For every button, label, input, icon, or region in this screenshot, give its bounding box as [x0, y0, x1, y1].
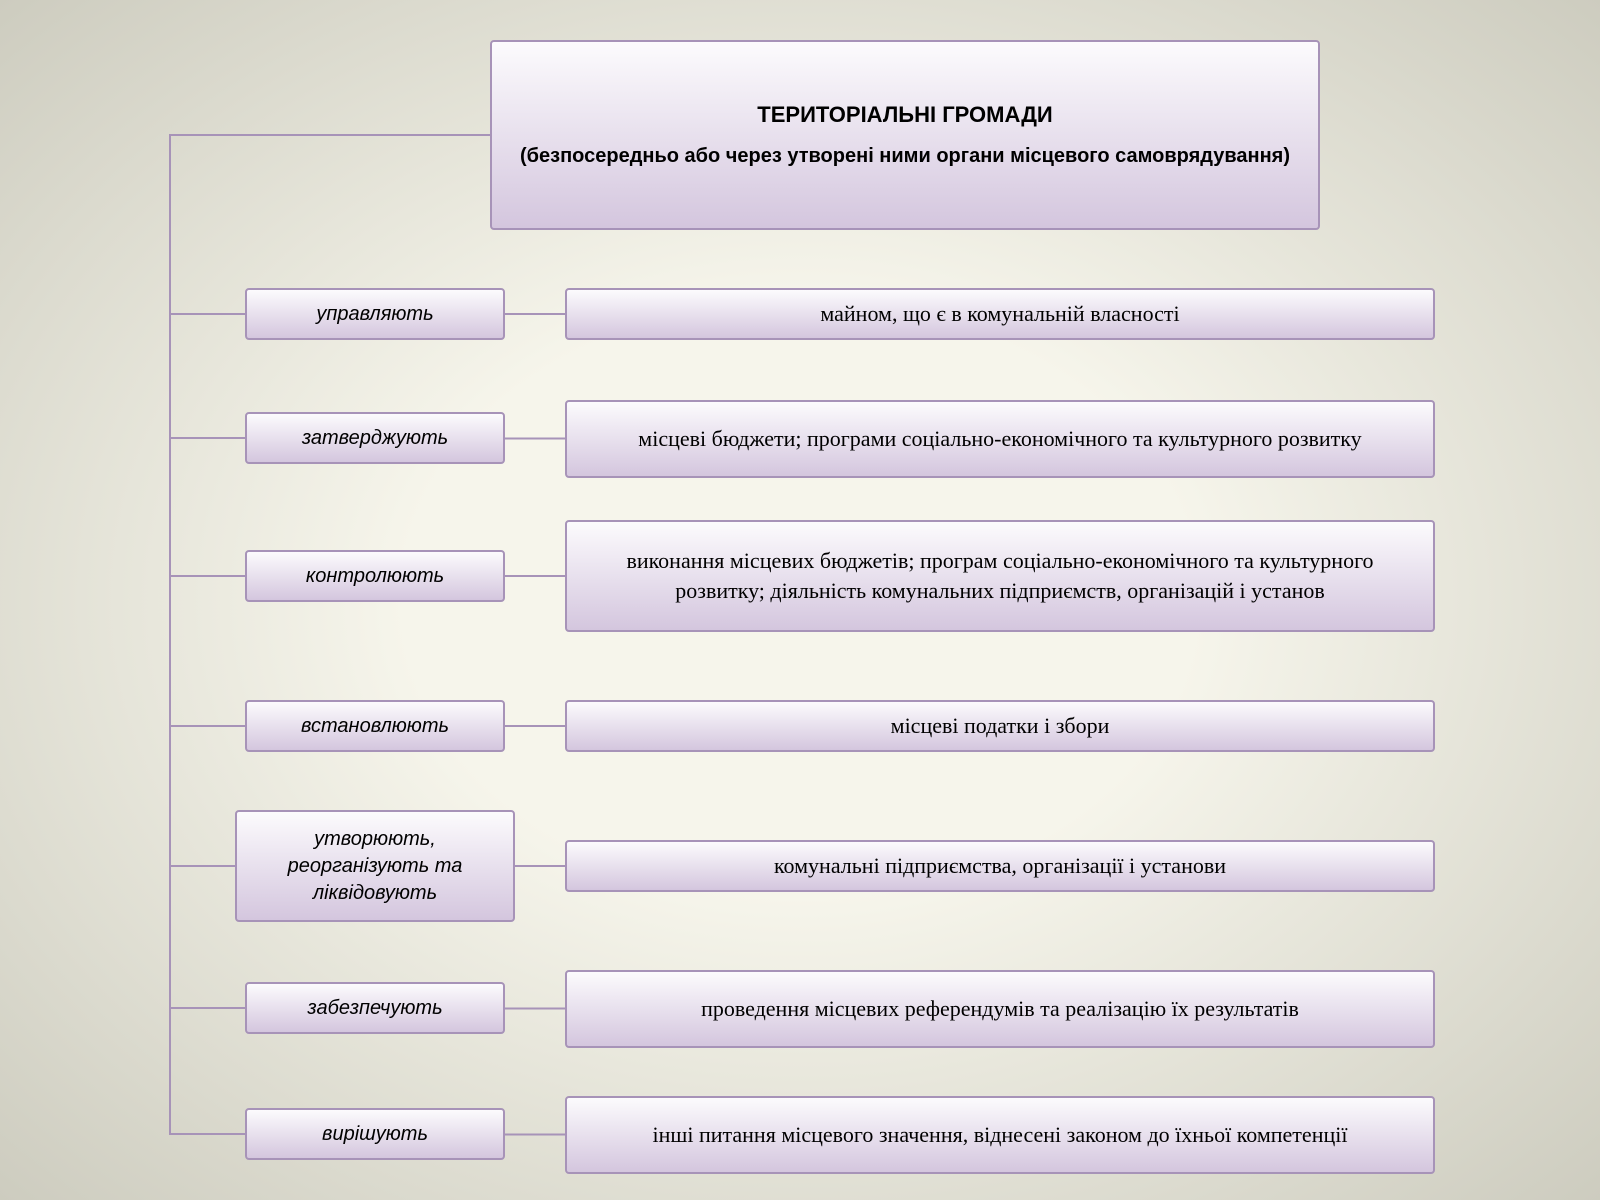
content-label-3: місцеві податки і збори — [891, 711, 1110, 741]
verb-box-0: управляють — [245, 288, 505, 340]
content-label-0: майном, що є в комунальній власності — [820, 299, 1179, 329]
verb-box-2: контролюють — [245, 550, 505, 602]
header-title: ТЕРИТОРІАЛЬНІ ГРОМАДИ — [757, 100, 1052, 130]
verb-label-0: управляють — [316, 301, 433, 328]
content-box-6: інші питання місцевого значення, віднесе… — [565, 1096, 1435, 1174]
content-box-4: комунальні підприємства, організації і у… — [565, 840, 1435, 892]
verb-label-4: утворюють, реорганізують та ліквідовують — [251, 826, 499, 907]
content-box-5: проведення місцевих референдумів та реал… — [565, 970, 1435, 1048]
diagram-stage: ТЕРИТОРІАЛЬНІ ГРОМАДИ (безпосередньо або … — [0, 0, 1600, 1200]
verb-box-5: забезпечують — [245, 982, 505, 1034]
verb-box-6: вирішують — [245, 1108, 505, 1160]
content-label-2: виконання місцевих бюджетів; програм соц… — [581, 546, 1419, 605]
verb-label-5: забезпечують — [307, 995, 442, 1022]
verb-label-6: вирішують — [322, 1121, 428, 1148]
content-box-0: майном, що є в комунальній власності — [565, 288, 1435, 340]
content-box-1: місцеві бюджети; програми соціально-екон… — [565, 400, 1435, 478]
content-box-2: виконання місцевих бюджетів; програм соц… — [565, 520, 1435, 632]
verb-label-2: контролюють — [306, 563, 444, 590]
content-label-1: місцеві бюджети; програми соціально-екон… — [638, 424, 1361, 454]
verb-box-1: затверджують — [245, 412, 505, 464]
content-label-5: проведення місцевих референдумів та реал… — [701, 994, 1299, 1024]
content-label-6: інші питання місцевого значення, віднесе… — [653, 1120, 1348, 1150]
content-box-3: місцеві податки і збори — [565, 700, 1435, 752]
verb-box-4: утворюють, реорганізують та ліквідовують — [235, 810, 515, 922]
verb-label-1: затверджують — [302, 425, 448, 452]
verb-box-3: встановлюють — [245, 700, 505, 752]
header-box: ТЕРИТОРІАЛЬНІ ГРОМАДИ (безпосередньо або … — [490, 40, 1320, 230]
header-subtitle: (безпосередньо або через утворені ними о… — [520, 143, 1290, 170]
verb-label-3: встановлюють — [301, 713, 449, 740]
content-label-4: комунальні підприємства, організації і у… — [774, 851, 1226, 881]
